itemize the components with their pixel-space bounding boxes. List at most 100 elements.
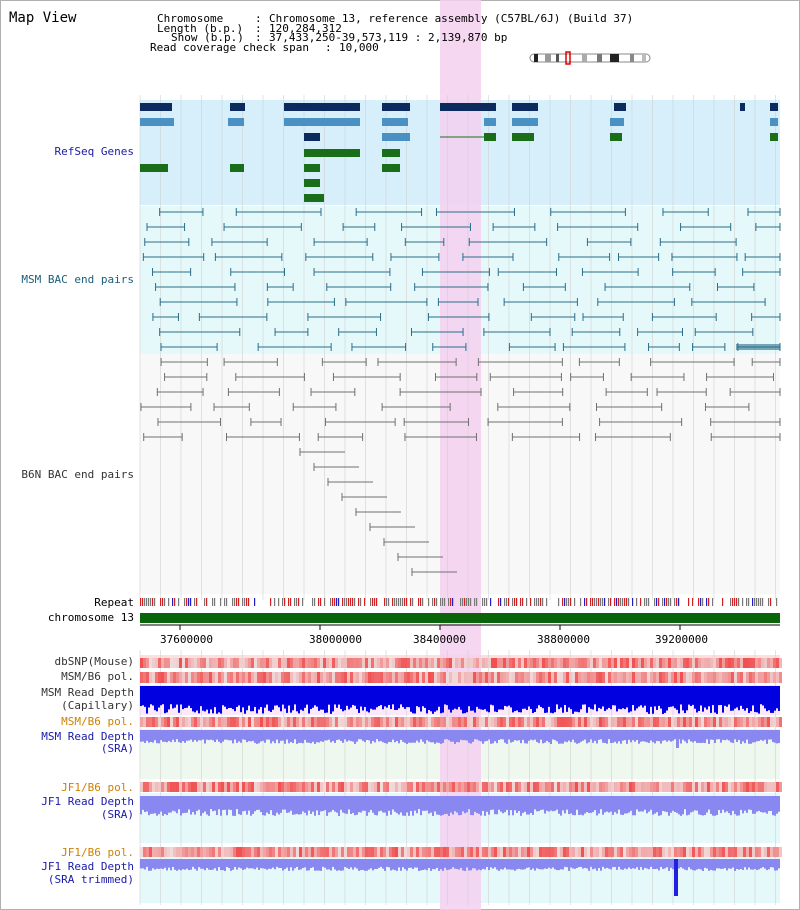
msm-b6-pol-sra-cell: [338, 717, 341, 727]
jf1-depth-trim-bar: [468, 859, 470, 871]
msm-depth-sra-bar: [464, 730, 466, 741]
msm-b6-pol-cell: [731, 672, 734, 683]
msm-depth-cap-bar: [498, 686, 500, 710]
jf1-depth-trim-bar: [722, 859, 724, 869]
jf1-b6-pol-trim-cell: [335, 847, 338, 857]
dbsnp-cell: [713, 658, 716, 668]
jf1-depth-trim-bar: [218, 859, 220, 868]
msm-b6-pol-sra-cell: [239, 717, 242, 727]
jf1-depth-trim-bar: [266, 859, 268, 870]
msm-b6-pol-sra-cell: [290, 717, 293, 727]
dbsnp-cell: [554, 658, 557, 668]
repeat-element: [312, 598, 314, 606]
jf1-b6-pol-trim-cell: [776, 847, 779, 857]
msm-b6-pol-cell: [770, 672, 773, 683]
msm-depth-sra-bar: [508, 730, 510, 740]
jf1-b6-pol-cell: [452, 782, 455, 792]
msm-depth-cap-bar: [536, 686, 538, 709]
jf1-b6-pol-cell: [776, 782, 779, 792]
jf1-b6-pol-cell: [779, 782, 782, 792]
msm-b6-pol-sra-cell: [659, 717, 662, 727]
jf1-depth-trim-bar: [354, 859, 356, 868]
jf1-depth-trim-bar: [324, 859, 326, 868]
jf1-depth-trim-bar: [508, 859, 510, 870]
repeat-element: [662, 598, 664, 606]
jf1-depth-sra-bar: [520, 796, 522, 816]
msm-b6-pol-cell: [680, 672, 683, 683]
jf1-depth-trim-bar: [736, 859, 738, 869]
jf1-depth-sra-bar: [154, 796, 156, 814]
jf1-b6-pol-trim-cell: [485, 847, 488, 857]
dbsnp-cell: [473, 658, 476, 668]
msm-depth-cap-bar: [192, 686, 194, 712]
dbsnp-cell: [404, 658, 407, 668]
dbsnp-cell: [248, 658, 251, 668]
msm-b6-pol-cell: [203, 672, 206, 683]
track-label-msm-b6-pol: MSM/B6 pol.: [61, 670, 134, 683]
track-label-refseq[interactable]: RefSeq Genes: [54, 145, 134, 158]
jf1-depth-sra-bar: [200, 796, 202, 816]
jf1-b6-pol-cell: [371, 782, 374, 792]
jf1-depth-sra-bar: [746, 796, 748, 813]
dbsnp-cell: [638, 658, 641, 668]
dbsnp-cell: [491, 658, 494, 668]
msm-depth-sra-bar: [290, 730, 292, 742]
jf1-depth-sra-bar: [320, 796, 322, 812]
msm-b6-pol-sra-cell: [155, 717, 158, 727]
track-label-msm-bac[interactable]: MSM BAC end pairs: [21, 273, 134, 286]
jf1-depth-trim-bar: [364, 859, 366, 871]
msm-depth-sra-bar: [634, 730, 636, 742]
msm-b6-pol-sra-cell: [557, 717, 560, 727]
jf1-depth-sra-bar: [562, 796, 564, 811]
msm-depth-cap-bar: [394, 686, 396, 710]
repeat-element: [278, 598, 280, 606]
jf1-depth-trim-bar: [624, 859, 626, 869]
jf1-depth-sra-bar: [642, 796, 644, 812]
track-label-b6n-bac[interactable]: B6N BAC end pairs: [21, 468, 134, 481]
jf1-b6-pol-cell: [395, 782, 398, 792]
msm-depth-cap-bar: [304, 686, 306, 708]
msm-b6-pol-cell: [209, 672, 212, 683]
msm-b6-pol-cell: [215, 672, 218, 683]
msm-depth-sra-bar: [392, 730, 394, 740]
msm-b6-pol-cell: [419, 672, 422, 683]
msm-depth-sra-bar: [248, 730, 250, 742]
repeat-element: [752, 598, 754, 606]
jf1-depth-sra-bar: [228, 796, 230, 810]
dbsnp-cell: [152, 658, 155, 668]
jf1-b6-pol-cell: [476, 782, 479, 792]
dbsnp-cell: [758, 658, 761, 668]
jf1-depth-trim-bar: [686, 859, 688, 871]
jf1-depth-sra-bar: [542, 796, 544, 810]
jf1-b6-pol-cell: [245, 782, 248, 792]
msm-depth-cap-bar: [706, 686, 708, 710]
jf1-depth-sra-bar: [172, 796, 174, 811]
msm-depth-cap-bar: [630, 686, 632, 712]
dbsnp-cell: [419, 658, 422, 668]
jf1-depth-sra-bar: [624, 796, 626, 814]
jf1-b6-pol-trim-cell: [740, 847, 743, 857]
msm-b6-pol-cell: [332, 672, 335, 683]
jf1-depth-trim-bar: [546, 859, 548, 869]
jf1-depth-trim-bar: [332, 859, 334, 867]
msm-b6-pol-sra-cell: [140, 717, 143, 727]
dbsnp-cell: [233, 658, 236, 668]
msm-depth-cap-bar: [344, 686, 346, 711]
jf1-depth-sra-bar: [318, 796, 320, 815]
jf1-depth-sra-bar: [392, 796, 394, 810]
msm-b6-pol-sra-cell: [578, 717, 581, 727]
msm-b6-pol-sra-cell: [641, 717, 644, 727]
msm-depth-cap-bar: [540, 686, 542, 707]
msm-depth-cap-bar: [520, 686, 522, 713]
dbsnp-cell: [191, 658, 194, 668]
msm-b6-pol-cell: [329, 672, 332, 683]
jf1-b6-pol-trim-cell: [512, 847, 515, 857]
jf1-depth-sra-bar: [724, 796, 726, 813]
jf1-depth-sra-bar: [620, 796, 622, 815]
refseq-gene: [304, 133, 320, 141]
repeat-element: [238, 598, 240, 606]
jf1-b6-pol-trim-cell: [467, 847, 470, 857]
jf1-depth-trim-bar: [286, 859, 288, 868]
msm-b6-pol-cell: [704, 672, 707, 683]
